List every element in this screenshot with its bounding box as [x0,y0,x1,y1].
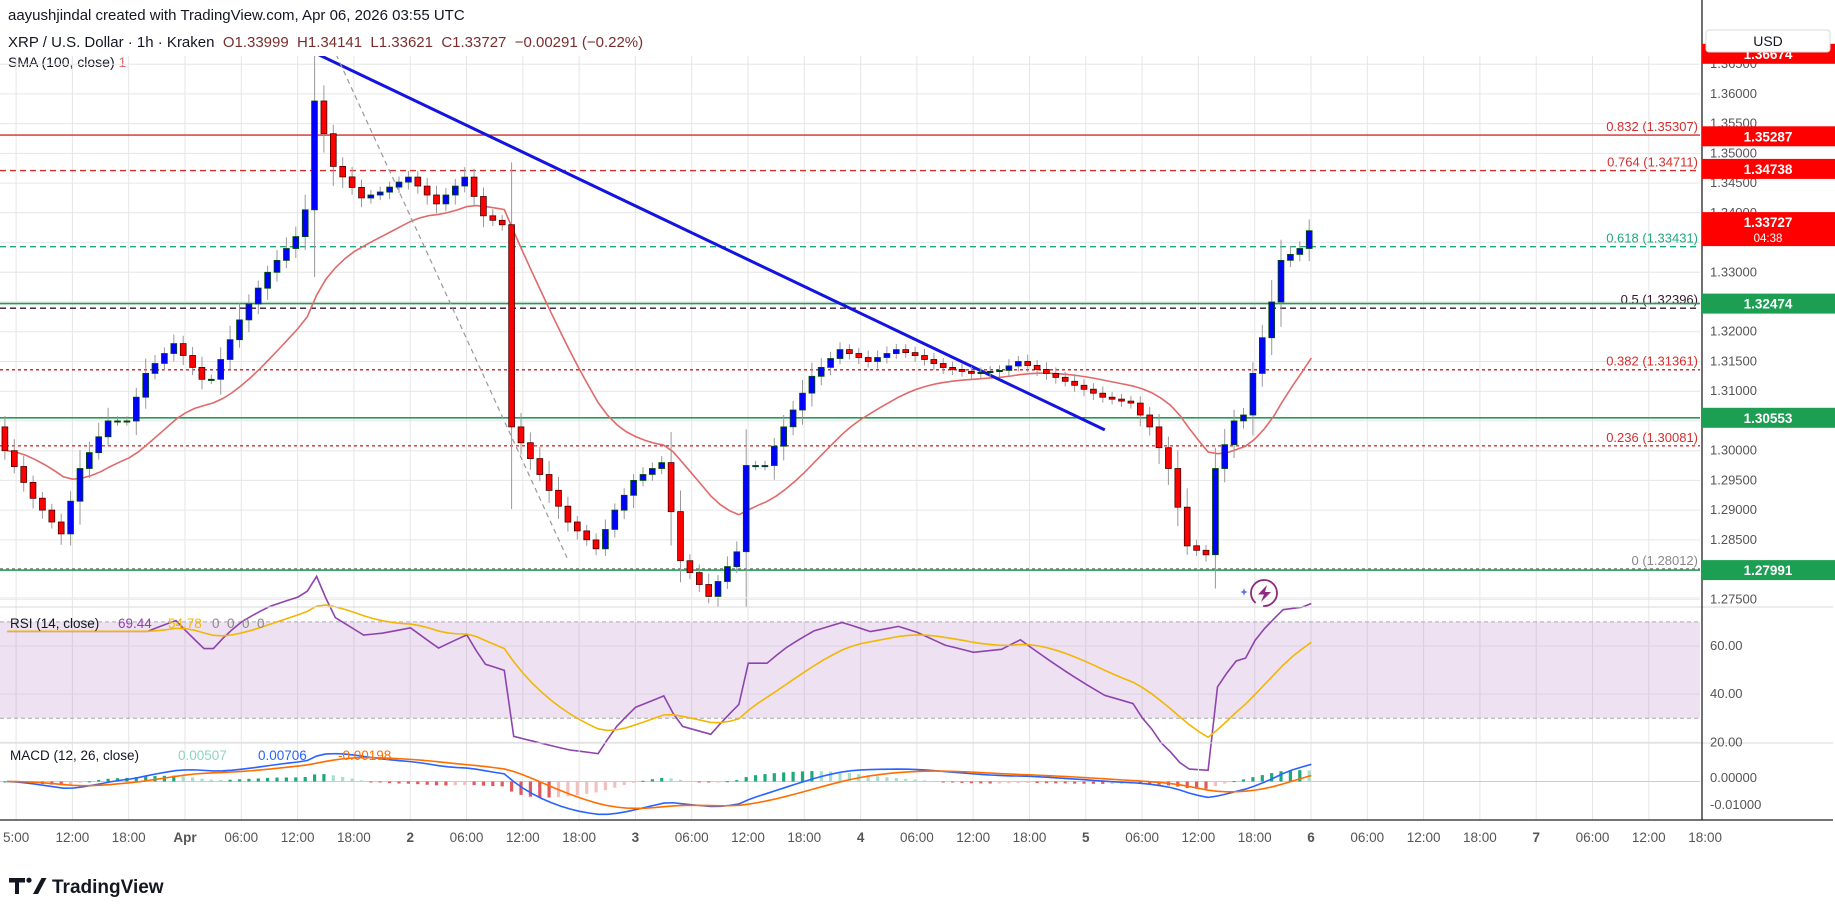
svg-text:1.33000: 1.33000 [1710,264,1757,279]
svg-text:12:00: 12:00 [1182,830,1216,845]
svg-text:0 0 0 0: 0 0 0 0 [212,616,265,631]
svg-text:2: 2 [406,830,414,845]
svg-text:12:00: 12:00 [731,830,765,845]
svg-text:1.30000: 1.30000 [1710,443,1757,458]
svg-text:1.35287: 1.35287 [1744,129,1793,144]
svg-text:0.00000: 0.00000 [1710,770,1757,785]
svg-text:06:00: 06:00 [1576,830,1610,845]
svg-text:TradingView: TradingView [52,877,164,898]
svg-text:7: 7 [1532,830,1540,845]
svg-text:12:00: 12:00 [1632,830,1666,845]
svg-text:12:00: 12:00 [1407,830,1441,845]
svg-text:1.31500: 1.31500 [1710,354,1757,369]
svg-text:1.27991: 1.27991 [1744,563,1793,578]
svg-text:1.31000: 1.31000 [1710,383,1757,398]
svg-text:18:00: 18:00 [1013,830,1047,845]
svg-text:06:00: 06:00 [224,830,258,845]
svg-text:18:00: 18:00 [1688,830,1722,845]
svg-text:06:00: 06:00 [900,830,934,845]
svg-text:MACD (12, 26, close): MACD (12, 26, close) [10,748,143,763]
svg-text:1.29500: 1.29500 [1710,472,1757,487]
svg-text:1.32000: 1.32000 [1710,324,1757,339]
svg-text:12:00: 12:00 [506,830,540,845]
svg-text:18:00: 18:00 [1463,830,1497,845]
svg-text:1.30553: 1.30553 [1744,411,1793,426]
svg-text:54.78: 54.78 [168,616,202,631]
svg-text:1.34738: 1.34738 [1744,162,1793,177]
svg-text:6: 6 [1307,830,1315,845]
svg-text:06:00: 06:00 [675,830,709,845]
svg-text:69.44: 69.44 [118,616,152,631]
svg-text:0.832 (1.35307): 0.832 (1.35307) [1606,119,1698,134]
svg-text:0.382 (1.31361): 0.382 (1.31361) [1606,354,1698,369]
svg-text:1.32474: 1.32474 [1744,297,1793,312]
svg-text:0 (1.28012): 0 (1.28012) [1632,553,1699,568]
svg-text:60.00: 60.00 [1710,638,1743,653]
svg-text:0.764 (1.34711): 0.764 (1.34711) [1607,155,1698,170]
svg-text:06:00: 06:00 [1350,830,1384,845]
svg-text:40.00: 40.00 [1710,686,1743,701]
svg-text:0.618 (1.33431): 0.618 (1.33431) [1606,231,1698,246]
svg-text:12:00: 12:00 [281,830,315,845]
svg-text:12:00: 12:00 [956,830,990,845]
svg-text:Apr: Apr [173,830,197,845]
svg-text:12:00: 12:00 [56,830,90,845]
svg-text:1.35000: 1.35000 [1710,145,1757,160]
svg-text:1 (1.36780): 1 (1.36780) [1632,32,1699,47]
svg-text:18:00: 18:00 [112,830,146,845]
svg-text:1.28500: 1.28500 [1710,532,1757,547]
svg-text:18:00: 18:00 [1238,830,1272,845]
svg-text:RSI (14, close): RSI (14, close) [10,616,103,631]
svg-text:1.36000: 1.36000 [1710,86,1757,101]
svg-text:20.00: 20.00 [1710,734,1743,749]
svg-text:4: 4 [857,830,865,845]
svg-text:0.5 (1.32396): 0.5 (1.32396) [1621,292,1698,307]
svg-text:USD: USD [1753,33,1783,49]
svg-text:1.29000: 1.29000 [1710,502,1757,517]
svg-text:-0.00198: -0.00198 [338,748,391,763]
svg-text:1.27500: 1.27500 [1710,591,1757,606]
svg-text:3: 3 [632,830,640,845]
svg-text:18:00: 18:00 [337,830,371,845]
svg-text:06:00: 06:00 [450,830,484,845]
svg-text:0.00706: 0.00706 [258,748,307,763]
svg-text:5:00: 5:00 [3,830,29,845]
svg-text:5: 5 [1082,830,1090,845]
svg-text:06:00: 06:00 [1125,830,1159,845]
svg-text:-0.01000: -0.01000 [1710,797,1761,812]
svg-text:18:00: 18:00 [787,830,821,845]
svg-text:18:00: 18:00 [562,830,596,845]
svg-text:1.33727: 1.33727 [1744,215,1793,230]
svg-text:04:38: 04:38 [1754,233,1783,245]
svg-text:0.00507: 0.00507 [178,748,227,763]
svg-text:0.236 (1.30081): 0.236 (1.30081) [1606,430,1698,445]
